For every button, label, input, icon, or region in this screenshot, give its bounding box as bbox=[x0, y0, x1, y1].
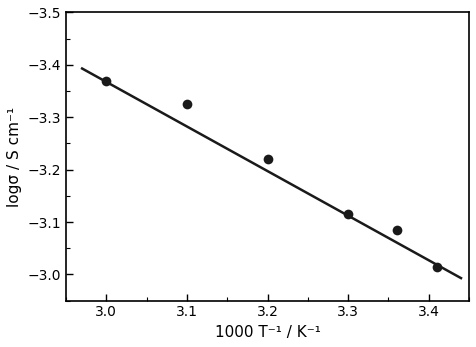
Point bbox=[433, 264, 441, 269]
Point bbox=[264, 156, 271, 162]
Point bbox=[344, 211, 352, 217]
Point bbox=[183, 101, 191, 107]
Y-axis label: logσ / S cm⁻¹: logσ / S cm⁻¹ bbox=[7, 107, 22, 206]
Point bbox=[102, 78, 110, 83]
Point bbox=[393, 227, 400, 233]
X-axis label: 1000 T⁻¹ / K⁻¹: 1000 T⁻¹ / K⁻¹ bbox=[215, 325, 320, 340]
